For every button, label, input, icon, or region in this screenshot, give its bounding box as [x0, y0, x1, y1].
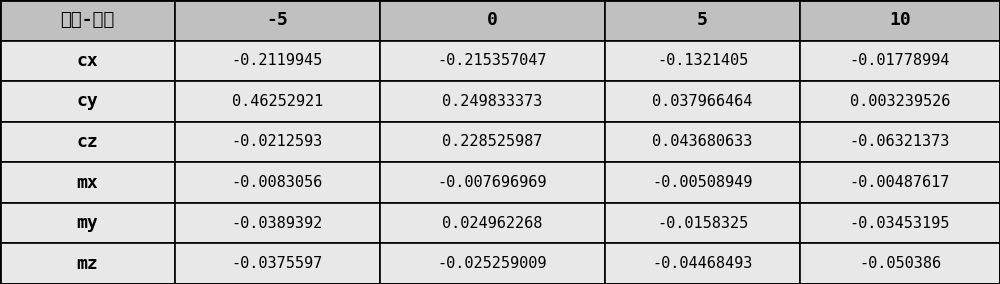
Text: 试验-计算: 试验-计算 [60, 11, 115, 29]
Text: 0.024962268: 0.024962268 [442, 216, 543, 231]
Bar [605, 162, 800, 203]
Bar [175, 243, 380, 284]
Bar [605, 41, 800, 81]
Text: 5: 5 [697, 11, 708, 29]
Text: cy: cy [77, 92, 98, 110]
Bar [605, 122, 800, 162]
Bar [800, 203, 1000, 243]
Bar [605, 0, 800, 41]
Bar [0, 0, 175, 41]
Bar [800, 81, 1000, 122]
Text: -0.0212593: -0.0212593 [232, 135, 323, 149]
Bar [800, 162, 1000, 203]
Bar [380, 243, 605, 284]
Bar [0, 122, 175, 162]
Text: -0.007696969: -0.007696969 [438, 175, 547, 190]
Bar [380, 81, 605, 122]
Bar [800, 243, 1000, 284]
Bar [175, 203, 380, 243]
Bar [0, 162, 175, 203]
Bar [605, 81, 800, 122]
Bar [0, 81, 175, 122]
Text: -0.0158325: -0.0158325 [657, 216, 748, 231]
Text: -0.0375597: -0.0375597 [232, 256, 323, 271]
Text: -0.06321373: -0.06321373 [850, 135, 950, 149]
Bar [0, 243, 175, 284]
Text: 0.46252921: 0.46252921 [232, 94, 323, 109]
Text: 0: 0 [487, 11, 498, 29]
Text: 0.249833373: 0.249833373 [442, 94, 543, 109]
Bar [605, 203, 800, 243]
Text: -0.0389392: -0.0389392 [232, 216, 323, 231]
Bar [380, 0, 605, 41]
Text: -0.050386: -0.050386 [859, 256, 941, 271]
Text: mz: mz [77, 255, 98, 273]
Bar [800, 122, 1000, 162]
Text: 0.003239526: 0.003239526 [850, 94, 950, 109]
Text: 0.043680633: 0.043680633 [652, 135, 753, 149]
Bar [175, 41, 380, 81]
Text: -0.0083056: -0.0083056 [232, 175, 323, 190]
Bar [175, 162, 380, 203]
Bar [0, 41, 175, 81]
Text: 0.037966464: 0.037966464 [652, 94, 753, 109]
Bar [800, 41, 1000, 81]
Text: -5: -5 [267, 11, 288, 29]
Text: 10: 10 [889, 11, 911, 29]
Bar [800, 0, 1000, 41]
Text: -0.00487617: -0.00487617 [850, 175, 950, 190]
Bar [380, 41, 605, 81]
Text: my: my [77, 214, 98, 232]
Bar [380, 122, 605, 162]
Text: -0.01778994: -0.01778994 [850, 53, 950, 68]
Bar [175, 122, 380, 162]
Text: mx: mx [77, 174, 98, 192]
Bar [605, 243, 800, 284]
Text: -0.025259009: -0.025259009 [438, 256, 547, 271]
Bar [175, 81, 380, 122]
Text: -0.2119945: -0.2119945 [232, 53, 323, 68]
Text: 0.228525987: 0.228525987 [442, 135, 543, 149]
Bar [380, 203, 605, 243]
Bar [380, 162, 605, 203]
Text: cx: cx [77, 52, 98, 70]
Text: -0.00508949: -0.00508949 [652, 175, 753, 190]
Text: -0.1321405: -0.1321405 [657, 53, 748, 68]
Bar [0, 203, 175, 243]
Text: -0.215357047: -0.215357047 [438, 53, 547, 68]
Bar [175, 0, 380, 41]
Text: -0.03453195: -0.03453195 [850, 216, 950, 231]
Text: cz: cz [77, 133, 98, 151]
Text: -0.04468493: -0.04468493 [652, 256, 753, 271]
